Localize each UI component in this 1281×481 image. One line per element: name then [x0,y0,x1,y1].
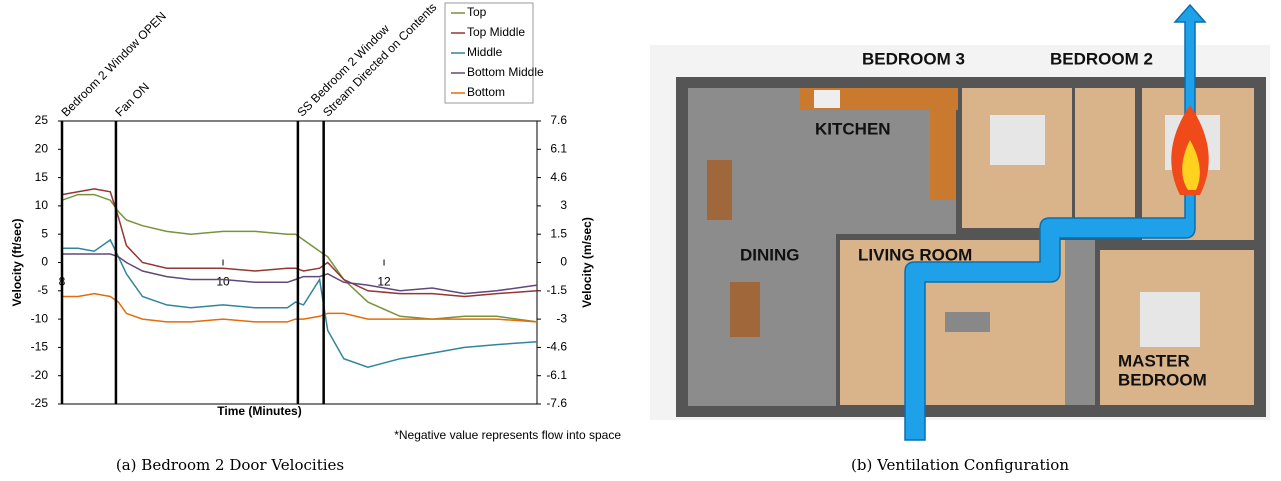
series-line [62,292,538,323]
event-label: Fan ON [112,80,152,120]
series-line [61,188,538,298]
plot-frame [61,120,538,405]
y-tick-label: 15 [35,170,49,184]
y-tick-label: 5 [41,226,48,240]
floor-plan: BEDROOM 3 BEDROOM 2 KITCHEN DINING LIVIN… [650,3,1270,441]
event-label: Bedroom 2 Window OPEN [58,9,168,119]
y-tick-label: -20 [31,368,49,382]
y-tick-label: 10 [35,198,49,212]
legend-label: Top Middle [467,25,525,39]
y2-tick-label: -6.1 [546,368,567,382]
y2-tick-label: 0 [560,255,567,269]
note: *Negative value represents flow into spa… [394,428,621,442]
y2-tick-label: 6.1 [550,141,567,155]
room-label: KITCHEN [815,119,891,138]
y-tick-label: 20 [35,141,49,155]
y2-tick-label: -7.6 [546,396,567,410]
y-tick-label: -10 [31,311,49,325]
y-tick-label: 25 [35,113,49,127]
y-tick-label: -15 [31,340,49,354]
legend-label: Middle [467,45,503,59]
room-label: BEDROOM 3 [862,49,965,68]
y-tick-label: -5 [37,283,48,297]
y2-tick-label: -3 [556,311,567,325]
series-line [62,238,538,368]
series-line [62,253,538,295]
legend-label: Bottom Middle [467,65,544,79]
event-label: Stream Directed on Contents [320,0,439,119]
y-tick-label: -25 [31,396,49,410]
y2-axis-title: Velocity (m/sec) [580,217,594,308]
y2-tick-label: 1.5 [550,226,567,240]
y2-tick-label: 3 [560,198,567,212]
x-axis-title: Time (Minutes) [217,404,301,418]
caption: (a) Bedroom 2 Door Velocities [116,456,344,474]
y-axis-title: Velocity (ft/sec) [10,218,24,306]
room-label: BEDROOM 2 [1050,49,1153,68]
x-tick-label: 12 [377,275,391,289]
y-tick-label: 0 [41,255,48,269]
room-label: LIVING ROOM [858,245,972,264]
room-label: MASTER [1118,351,1190,370]
y2-tick-label: 4.6 [550,170,567,184]
y2-tick-label: -1.5 [546,283,567,297]
caption: (b) Ventilation Configuration [851,456,1069,474]
legend-label: Bottom [467,85,505,99]
room-label: BEDROOM [1118,370,1207,389]
room-label: DINING [740,245,800,264]
y2-tick-label: -4.6 [546,340,567,354]
y2-tick-label: 7.6 [550,113,567,127]
x-tick-label: 10 [216,275,230,289]
legend-label: Top [467,5,487,19]
